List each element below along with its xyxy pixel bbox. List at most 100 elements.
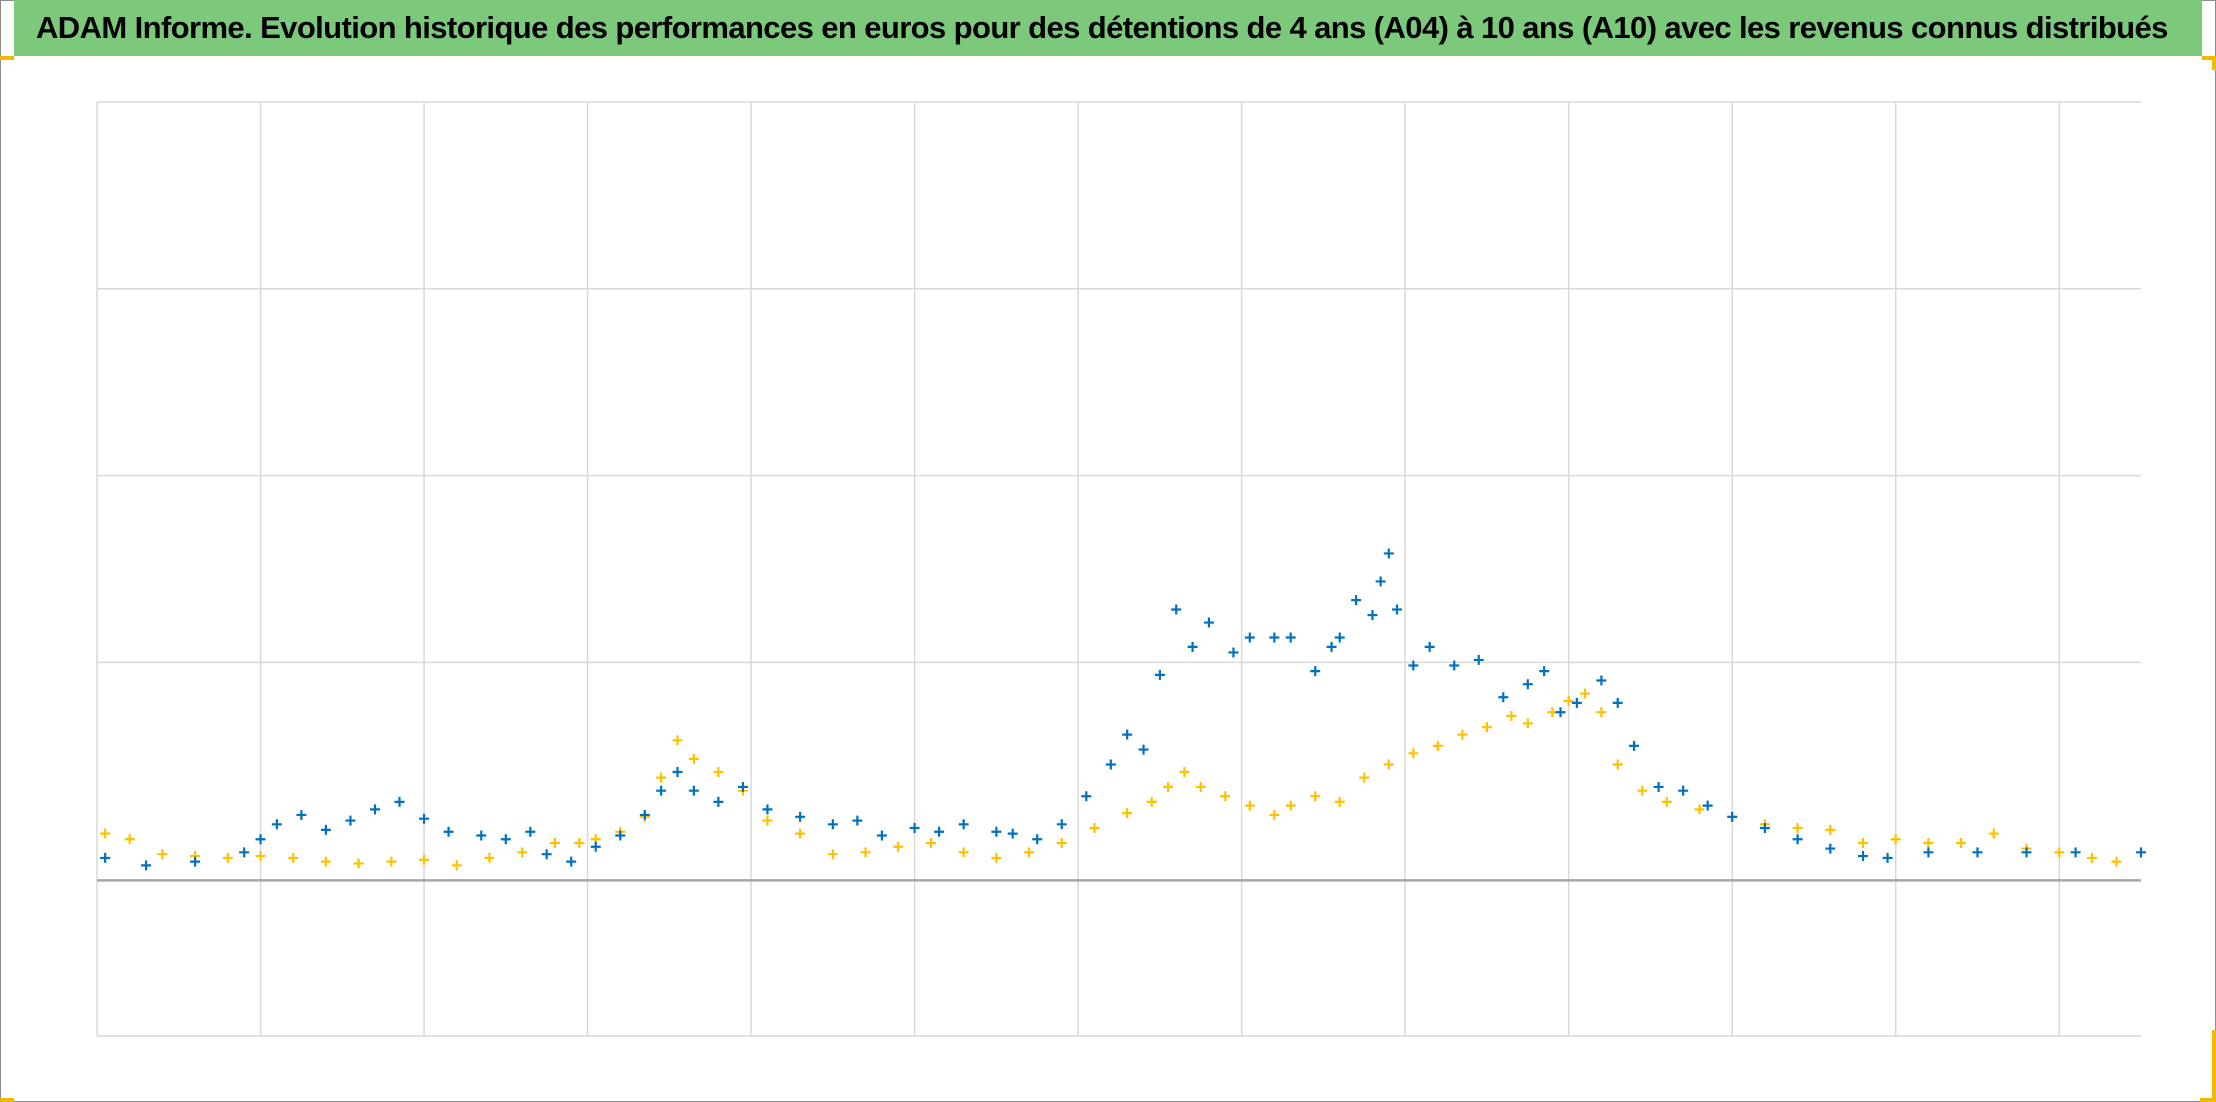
corner-accent-bottom-left bbox=[0, 1098, 14, 1102]
data-point-A04 bbox=[991, 826, 1002, 837]
data-point-A04 bbox=[852, 815, 863, 826]
data-point-A04 bbox=[1138, 744, 1149, 755]
data-point-A04 bbox=[1351, 595, 1362, 606]
data-point-A04 bbox=[369, 804, 380, 815]
data-point-A04 bbox=[1727, 811, 1738, 822]
corner-accent-top-left bbox=[0, 56, 14, 60]
data-point-A10 bbox=[1580, 688, 1591, 699]
data-point-A04 bbox=[1653, 781, 1664, 792]
corner-accent-top-right bbox=[2202, 56, 2216, 60]
data-point-A10 bbox=[1481, 722, 1492, 733]
data-point-A10 bbox=[2111, 856, 2122, 867]
data-point-A04 bbox=[1383, 548, 1394, 559]
data-point-A04 bbox=[1032, 834, 1043, 845]
data-point-A10 bbox=[419, 854, 430, 865]
data-point-A10 bbox=[1923, 837, 1934, 848]
data-point-A10 bbox=[1220, 791, 1231, 802]
data-point-A04 bbox=[1882, 852, 1893, 863]
data-point-A10 bbox=[124, 834, 135, 845]
data-point-A04 bbox=[394, 796, 405, 807]
data-point-A10 bbox=[1457, 729, 1468, 740]
data-point-A04 bbox=[1171, 604, 1182, 615]
data-point-A04 bbox=[1498, 692, 1509, 703]
data-point-A04 bbox=[1105, 759, 1116, 770]
data-point-A04 bbox=[541, 849, 552, 860]
data-point-A10 bbox=[1089, 823, 1100, 834]
data-point-A10 bbox=[893, 841, 904, 852]
data-point-A10 bbox=[2086, 852, 2097, 863]
data-point-A10 bbox=[762, 815, 773, 826]
data-point-A10 bbox=[925, 837, 936, 848]
data-point-A04 bbox=[566, 856, 577, 867]
data-point-A04 bbox=[1326, 641, 1337, 652]
data-point-A04 bbox=[1612, 697, 1623, 708]
data-point-A10 bbox=[688, 753, 699, 764]
data-point-A04 bbox=[296, 809, 307, 820]
series-A10 bbox=[100, 688, 2122, 871]
data-point-A10 bbox=[1612, 759, 1623, 770]
data-point-A04 bbox=[1678, 785, 1689, 796]
data-point-A10 bbox=[1163, 781, 1174, 792]
data-point-A10 bbox=[1024, 847, 1035, 858]
corner-accent-bottom-right-horizontal bbox=[2200, 1098, 2216, 1102]
data-point-A10 bbox=[1179, 766, 1190, 777]
data-point-A10 bbox=[288, 852, 299, 863]
data-point-A04 bbox=[525, 826, 536, 837]
data-point-A04 bbox=[958, 819, 969, 830]
data-point-A04 bbox=[656, 785, 667, 796]
data-point-A10 bbox=[1244, 800, 1255, 811]
data-point-A10 bbox=[672, 735, 683, 746]
data-point-A04 bbox=[1228, 647, 1239, 658]
corner-accent-bottom-right bbox=[2212, 1030, 2216, 1102]
chart-title: ADAM Informe. Evolution historique des p… bbox=[36, 10, 2168, 45]
data-point-A10 bbox=[1522, 718, 1533, 729]
data-point-A10 bbox=[1825, 824, 1836, 835]
data-point-A04 bbox=[1629, 740, 1640, 751]
data-point-A04 bbox=[1334, 632, 1345, 643]
data-point-A04 bbox=[1285, 632, 1296, 643]
corner-accent-top-right-vertical bbox=[2212, 56, 2216, 70]
data-point-A04 bbox=[827, 819, 838, 830]
data-point-A10 bbox=[320, 856, 331, 867]
data-point-A10 bbox=[1146, 796, 1157, 807]
data-point-A10 bbox=[991, 852, 1002, 863]
data-point-A10 bbox=[1506, 710, 1517, 721]
data-point-A04 bbox=[1972, 847, 1983, 858]
data-point-A10 bbox=[1195, 781, 1206, 792]
data-point-A04 bbox=[100, 852, 111, 863]
data-point-A04 bbox=[239, 847, 250, 858]
data-point-A10 bbox=[1334, 796, 1345, 807]
data-point-A04 bbox=[1367, 610, 1378, 621]
data-point-A04 bbox=[590, 841, 601, 852]
data-point-A04 bbox=[1702, 800, 1713, 811]
data-point-A10 bbox=[1596, 707, 1607, 718]
data-point-A10 bbox=[1890, 834, 1901, 845]
data-point-A04 bbox=[1056, 819, 1067, 830]
data-point-A04 bbox=[1571, 697, 1582, 708]
data-point-A04 bbox=[2070, 847, 2081, 858]
data-point-A10 bbox=[517, 847, 528, 858]
data-point-A10 bbox=[157, 849, 168, 860]
data-point-A04 bbox=[1244, 632, 1255, 643]
gridlines bbox=[96, 101, 2141, 1037]
data-point-A04 bbox=[1081, 791, 1092, 802]
data-point-A10 bbox=[1269, 809, 1280, 820]
data-point-A10 bbox=[451, 860, 462, 871]
data-point-A04 bbox=[271, 819, 282, 830]
data-point-A04 bbox=[934, 826, 945, 837]
data-point-A10 bbox=[1432, 740, 1443, 751]
data-point-A10 bbox=[386, 856, 397, 867]
data-point-A10 bbox=[1563, 696, 1574, 707]
data-point-A10 bbox=[2054, 847, 2065, 858]
data-point-A04 bbox=[141, 860, 152, 871]
data-point-A10 bbox=[1122, 808, 1133, 819]
data-point-A04 bbox=[345, 815, 356, 826]
data-point-A10 bbox=[353, 858, 364, 869]
data-point-A10 bbox=[1637, 785, 1648, 796]
data-point-A10 bbox=[1661, 796, 1672, 807]
data-point-A04 bbox=[1391, 604, 1402, 615]
data-point-A10 bbox=[1408, 748, 1419, 759]
data-point-A04 bbox=[476, 830, 487, 841]
